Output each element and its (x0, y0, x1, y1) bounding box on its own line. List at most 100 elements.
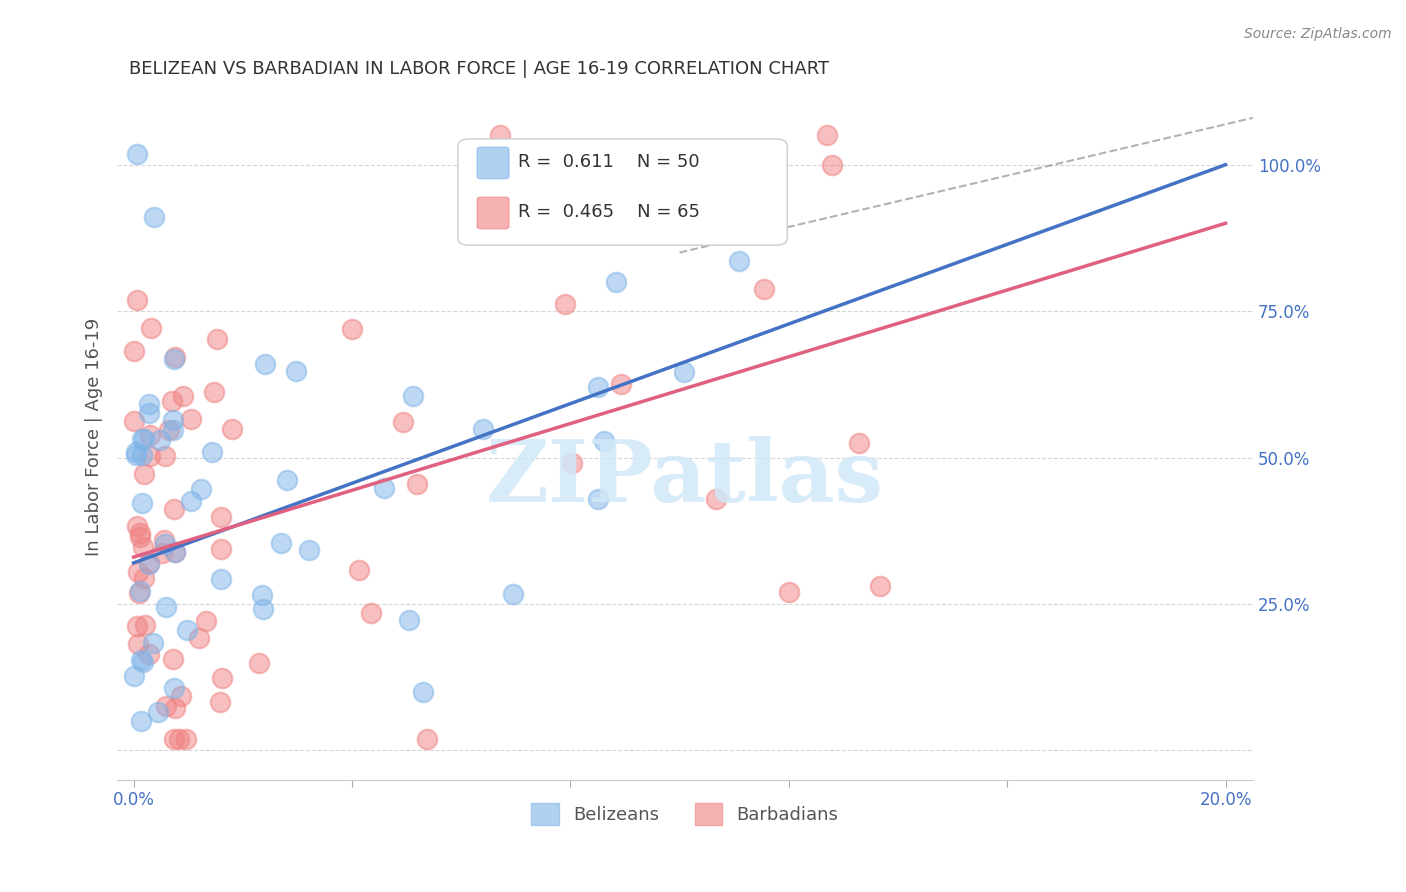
Point (276, 473, 298, 487)
Point (149, 433, 172, 447)
FancyBboxPatch shape (477, 147, 509, 178)
Point (252, 602, 274, 616)
Point (586, 491, 609, 506)
Point (153, 533, 176, 547)
Point (187, 632, 209, 646)
Point (645, 225, 668, 239)
Point (122, 343, 145, 358)
Point (134, 467, 156, 481)
Point (163, 545, 186, 559)
Point (654, 177, 676, 191)
Point (124, 669, 146, 683)
Point (298, 542, 321, 557)
Point (190, 482, 212, 496)
Point (728, 253, 751, 268)
Point (412, 685, 434, 699)
Point (143, 210, 166, 224)
Point (163, 681, 186, 696)
Point (129, 653, 152, 667)
Text: R =  0.465    N = 65: R = 0.465 N = 65 (517, 202, 700, 220)
Text: BELIZEAN VS BARBADIAN IN LABOR FORCE | AGE 16-19 CORRELATION CHART: BELIZEAN VS BARBADIAN IN LABOR FORCE | A… (128, 60, 828, 78)
Point (162, 413, 184, 427)
Point (405, 477, 427, 491)
Point (254, 357, 277, 371)
Point (398, 613, 420, 627)
Point (202, 384, 225, 399)
Point (129, 525, 152, 540)
Point (270, 536, 292, 550)
Point (673, 365, 696, 379)
Point (285, 364, 308, 378)
Point (180, 494, 202, 508)
Point (180, 412, 202, 426)
Point (172, 389, 194, 403)
Point (209, 572, 232, 586)
Point (502, 587, 524, 601)
Point (125, 146, 148, 161)
Point (138, 397, 160, 411)
Point (131, 448, 153, 462)
Point (132, 432, 155, 446)
Point (162, 423, 184, 437)
Point (127, 619, 149, 633)
Point (155, 599, 177, 614)
Point (869, 579, 891, 593)
Point (129, 530, 152, 544)
Point (132, 571, 155, 585)
Point (138, 556, 160, 570)
Point (122, 414, 145, 428)
Point (127, 293, 149, 307)
Point (221, 422, 243, 436)
Point (360, 607, 382, 621)
Point (250, 588, 273, 602)
Text: ZIPatlas: ZIPatlas (486, 436, 884, 520)
Point (176, 623, 198, 637)
Point (200, 445, 222, 459)
Point (194, 614, 217, 628)
Point (416, 731, 439, 746)
Point (391, 415, 413, 429)
Point (131, 432, 153, 446)
Point (129, 583, 152, 598)
Point (815, 128, 838, 143)
Point (138, 647, 160, 661)
Point (153, 450, 176, 464)
Point (247, 657, 270, 671)
Text: Source: ZipAtlas.com: Source: ZipAtlas.com (1244, 27, 1392, 41)
Point (609, 377, 631, 392)
Point (752, 282, 775, 296)
Point (138, 557, 160, 571)
Point (489, 128, 512, 143)
Point (128, 585, 150, 599)
Point (125, 448, 148, 462)
Point (138, 406, 160, 420)
Point (139, 428, 162, 442)
Point (472, 422, 495, 436)
Point (124, 445, 146, 459)
Point (165, 351, 187, 365)
Point (157, 423, 180, 437)
Point (209, 695, 232, 709)
Point (153, 537, 176, 551)
Point (131, 496, 153, 510)
Point (704, 491, 727, 506)
Point (127, 637, 149, 651)
Point (209, 510, 232, 524)
Point (148, 705, 170, 719)
Point (174, 731, 197, 746)
FancyBboxPatch shape (458, 139, 787, 245)
Point (821, 158, 844, 172)
Point (167, 731, 190, 746)
Point (142, 636, 165, 650)
Point (163, 701, 186, 715)
Point (593, 434, 616, 448)
Point (152, 546, 174, 560)
Point (132, 540, 155, 554)
Point (605, 276, 627, 290)
Point (132, 656, 155, 670)
Y-axis label: In Labor Force | Age 16-19: In Labor Force | Age 16-19 (86, 318, 103, 556)
Point (340, 321, 363, 335)
Point (554, 297, 576, 311)
Point (205, 332, 228, 346)
Point (163, 502, 186, 516)
